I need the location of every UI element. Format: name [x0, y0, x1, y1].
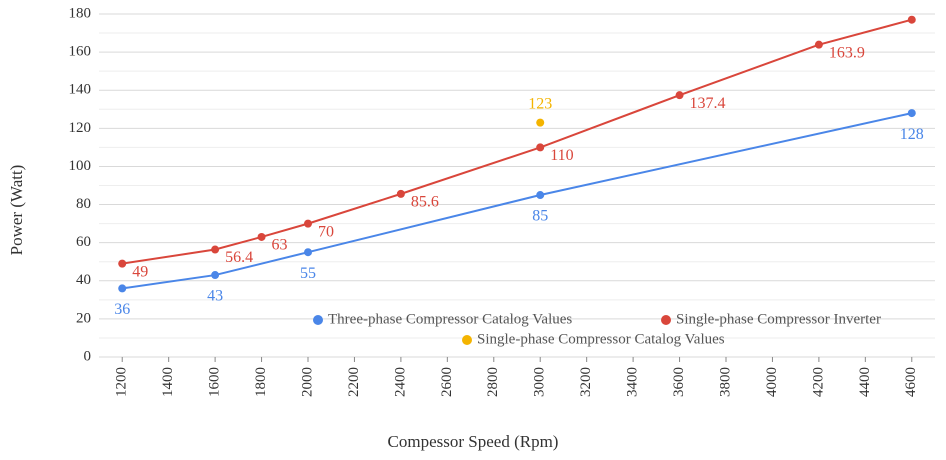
data-point [396, 189, 405, 198]
data-label: 110 [550, 147, 573, 164]
data-point [907, 15, 916, 24]
x-tick-label: 3400 [625, 367, 641, 397]
data-point [211, 245, 220, 254]
y-tick-label: 140 [69, 82, 92, 98]
data-point [211, 271, 220, 280]
legend-label: Single-phase Compressor Inverter [676, 311, 881, 327]
data-label: 36 [114, 301, 130, 318]
series-line [122, 18, 913, 265]
y-tick-label: 40 [76, 272, 91, 288]
y-tick-label: 80 [76, 196, 91, 212]
x-tick-label: 1400 [160, 367, 176, 397]
legend-label: Single-phase Compressor Catalog Values [477, 331, 725, 347]
data-label: 85.6 [411, 194, 439, 211]
x-tick-label: 3200 [578, 367, 594, 397]
x-tick-label: 4400 [857, 367, 873, 397]
x-tick-label: 3600 [671, 367, 687, 397]
x-tick-label: 4200 [810, 367, 826, 397]
y-tick-label: 60 [76, 234, 91, 250]
data-label: 43 [207, 288, 223, 305]
y-tick-label: 160 [69, 44, 92, 60]
data-label: 123 [528, 95, 552, 112]
x-tick-label: 2600 [439, 367, 455, 397]
data-label: 70 [318, 223, 334, 240]
data-label: 85 [532, 208, 548, 225]
data-label: 63 [272, 237, 288, 254]
data-label: 128 [900, 126, 924, 143]
y-tick-label: 20 [76, 310, 91, 326]
data-label: 137.4 [690, 95, 726, 112]
x-tick-label: 3800 [717, 367, 733, 397]
y-tick-label: 120 [69, 120, 92, 136]
x-tick-label: 1600 [207, 367, 223, 397]
x-tick-label: 2400 [392, 367, 408, 397]
data-point [536, 191, 545, 200]
data-point [536, 143, 545, 152]
x-tick-label: 3000 [532, 367, 548, 397]
x-axis-title: Compessor Speed (Rpm) [388, 432, 559, 451]
legend-label: Three-phase Compressor Catalog Values [328, 311, 572, 327]
data-label: 49 [132, 263, 148, 280]
legend-swatch [661, 315, 671, 325]
y-tick-label: 100 [69, 158, 92, 174]
y-tick-label: 180 [69, 5, 92, 21]
data-label: 163.9 [829, 44, 865, 61]
x-tick-label: 2000 [299, 367, 315, 397]
data-point [907, 109, 916, 118]
y-axis-title: Power (Watt) [7, 165, 26, 256]
data-point [304, 219, 312, 228]
data-label: 56.4 [225, 249, 253, 266]
legend-swatch [462, 335, 472, 345]
x-tick-label: 2200 [346, 367, 362, 397]
data-point [118, 284, 127, 293]
data-point [257, 232, 266, 241]
x-tick-label: 1800 [253, 367, 269, 397]
legend-swatch [313, 315, 323, 325]
x-tick-label: 4600 [903, 367, 919, 397]
data-point [814, 40, 823, 49]
data-label: 55 [300, 265, 316, 282]
data-point [536, 118, 545, 127]
x-tick-label: 2800 [485, 367, 501, 397]
x-tick-label: 1200 [114, 367, 130, 397]
data-point [118, 259, 127, 268]
data-point [675, 91, 684, 100]
data-point [304, 248, 312, 257]
y-tick-label: 0 [84, 348, 92, 364]
x-tick-label: 4000 [764, 367, 780, 397]
